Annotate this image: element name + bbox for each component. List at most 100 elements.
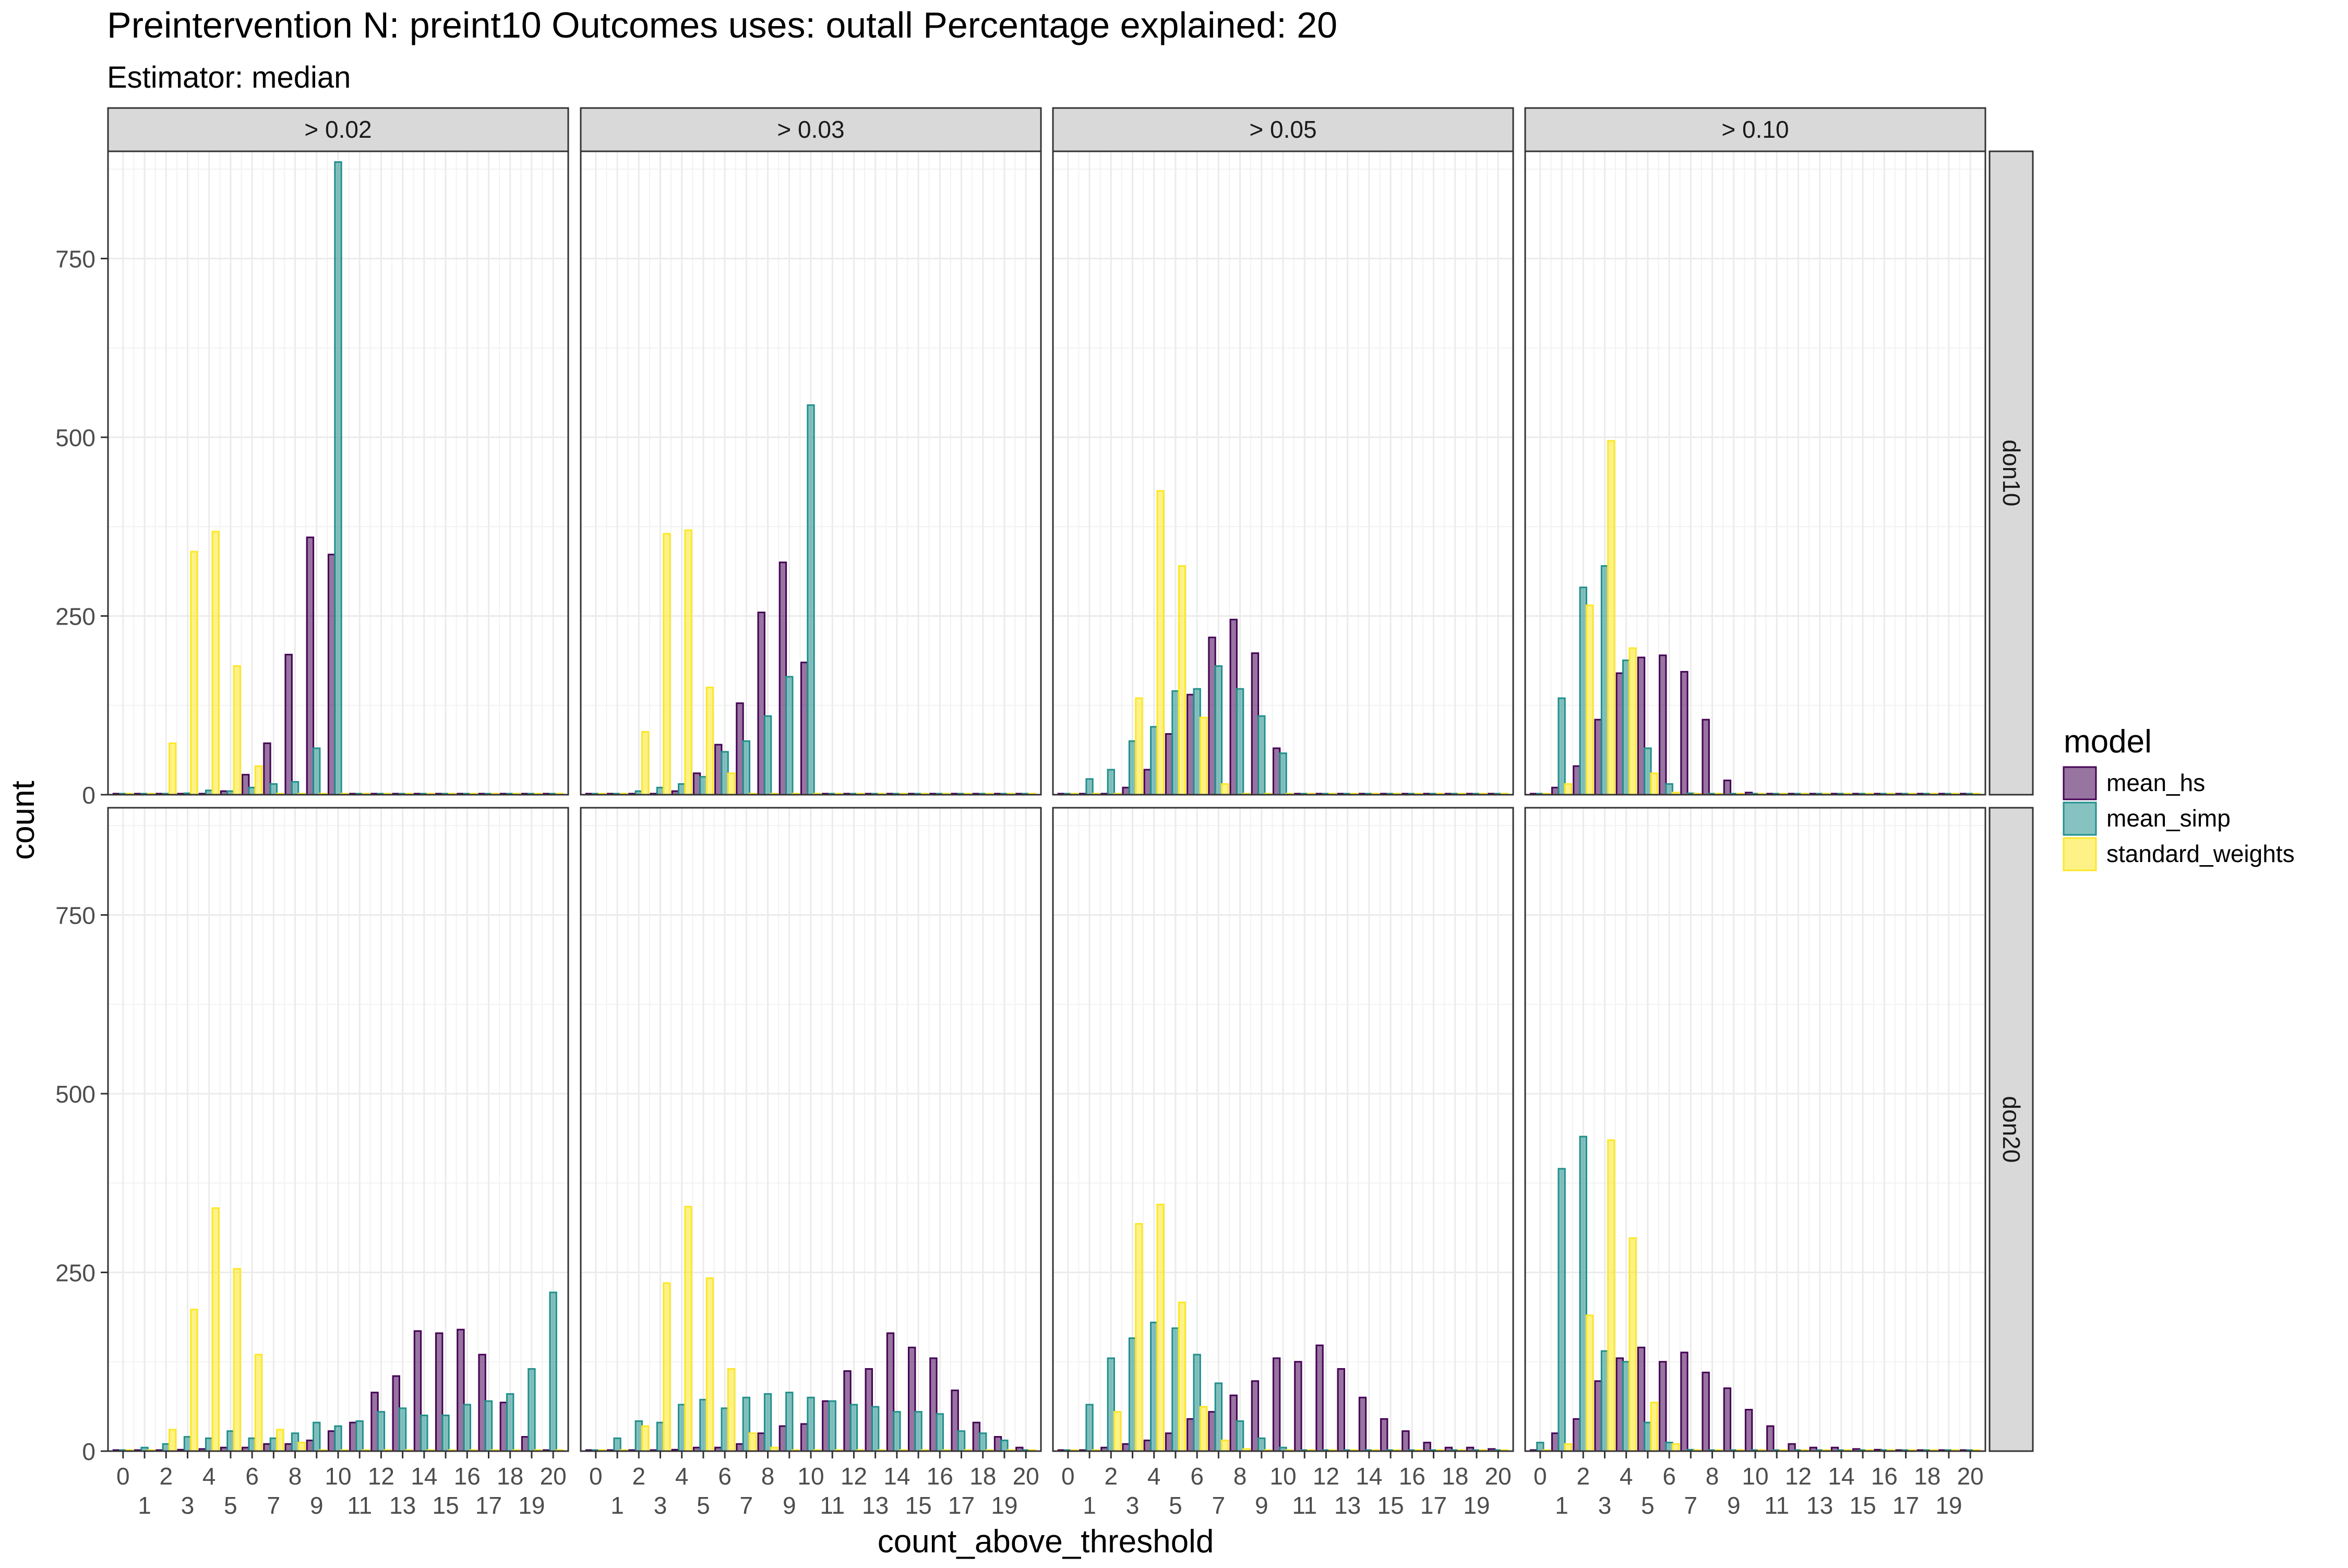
x-tick-label: 7 [1212, 1492, 1226, 1519]
bar-mean_hs [1187, 1418, 1195, 1452]
bar-standard_weights [641, 1425, 650, 1452]
bar-mean_simp [1665, 1442, 1673, 1452]
bar-mean_simp [1257, 1437, 1266, 1452]
bar-mean_simp [183, 1436, 192, 1452]
bar-mean_hs [263, 742, 271, 796]
bar-standard_weights [211, 531, 220, 796]
panels-layer: > 0.02 > 0.03 > 0.05 > 0.10don10don20025050… [55, 107, 2034, 1519]
bar-mean_hs [1401, 1430, 1410, 1452]
bar-mean_hs [736, 702, 744, 796]
bar-mean_simp [763, 1393, 772, 1452]
panel-border [107, 150, 569, 796]
bar-mean_simp [441, 1415, 450, 1452]
bar-mean_simp [1085, 778, 1094, 796]
bar-mean_hs [413, 1330, 422, 1452]
bar-mean_simp [420, 1415, 428, 1452]
bar-mean_hs [757, 612, 765, 796]
x-tick-label: 14 [1356, 1463, 1382, 1490]
x-tick-label: 6 [1662, 1463, 1676, 1490]
bar-mean_simp [1622, 1361, 1631, 1452]
bar-mean_simp [893, 1411, 901, 1452]
bar-mean_simp [313, 1421, 321, 1452]
bar-mean_simp [656, 1421, 665, 1452]
bar-mean_simp [807, 404, 815, 796]
bar-mean_simp [785, 1392, 794, 1452]
bar-mean_simp [463, 1404, 471, 1452]
x-tick-label: 7 [740, 1492, 753, 1519]
bar-standard_weights [1585, 604, 1594, 796]
bar-mean_hs [692, 772, 701, 796]
bar-mean_simp [377, 1411, 386, 1452]
bar-mean_hs [1229, 1394, 1238, 1452]
bar-mean_hs [478, 1354, 486, 1452]
bar-standard_weights [1564, 1443, 1573, 1452]
x-tick-label: 18 [1914, 1463, 1940, 1490]
x-tick-label: 4 [1620, 1463, 1633, 1490]
bar-mean_simp [914, 1411, 923, 1452]
bar-mean_hs [843, 1370, 852, 1452]
bar-mean_simp [398, 1407, 407, 1452]
bar-standard_weights [1607, 1139, 1615, 1452]
bar-mean_simp [1107, 1357, 1115, 1452]
bar-mean_simp [1171, 690, 1180, 796]
bar-standard_weights [727, 772, 736, 796]
x-tick-label: 0 [1534, 1463, 1547, 1490]
legend-label-mean_simp: mean_simp [2106, 805, 2231, 832]
bar-mean_simp [742, 740, 751, 796]
x-tick-label: 16 [927, 1463, 953, 1490]
facet-strip-row-1 [1988, 807, 2034, 1452]
bar-mean_simp [291, 781, 300, 796]
bar-mean_simp [1193, 688, 1201, 796]
x-tick-label: 2 [159, 1463, 173, 1490]
bar-standard_weights [684, 1205, 692, 1452]
x-tick-label: 3 [181, 1492, 195, 1519]
bar-mean_hs [1637, 656, 1646, 796]
bar-mean_hs [1272, 747, 1281, 796]
x-tick-label: 10 [1742, 1463, 1768, 1490]
x-tick-label: 19 [991, 1492, 1017, 1519]
x-tick-label: 9 [783, 1492, 796, 1519]
x-tick-label: 18 [969, 1463, 996, 1490]
x-tick-label: 15 [1377, 1492, 1404, 1519]
x-tick-label: 13 [1334, 1492, 1361, 1519]
bar-standard_weights [705, 1277, 714, 1452]
bar-mean_simp [979, 1432, 987, 1452]
legend-key-mean_simp [2063, 801, 2097, 836]
bar-mean_hs [865, 1368, 873, 1452]
bar-standard_weights [1628, 1237, 1637, 1452]
x-axis-title: count_above_threshold [878, 1524, 1214, 1560]
bar-mean_hs [1423, 1442, 1431, 1452]
bar-standard_weights [1113, 1411, 1122, 1452]
bar-standard_weights [1135, 1223, 1143, 1452]
panel-don10-0: 0 250 500 750 [55, 150, 569, 809]
x-tick-label: 5 [1641, 1492, 1655, 1519]
x-tick-label: 3 [654, 1492, 667, 1519]
x-tick-label: 12 [368, 1463, 394, 1490]
bar-mean_hs [327, 1430, 336, 1452]
panel-don20-0: 0250500750012345678910111213141516171819… [55, 807, 569, 1519]
bar-mean_simp [355, 1420, 364, 1452]
bar-mean_simp [1600, 565, 1609, 796]
bar-mean_simp [721, 751, 729, 796]
chart-subtitle: Estimator: median [107, 61, 351, 94]
facet-strip-row-label: don20 [1998, 1096, 2025, 1163]
x-tick-label: 8 [1233, 1463, 1247, 1490]
panel-border [1524, 150, 1986, 796]
bar-mean_hs [1702, 1371, 1710, 1452]
bar-mean_simp [269, 1437, 278, 1452]
bar-mean_simp [699, 776, 708, 796]
bar-mean_hs [1251, 1380, 1260, 1452]
bar-mean_hs [757, 1432, 765, 1452]
bar-mean_hs [1551, 786, 1560, 796]
bar-mean_simp [1644, 1421, 1652, 1452]
bar-standard_weights [254, 765, 263, 796]
y-axis-title: count [5, 781, 41, 860]
bar-mean_simp [1150, 1321, 1158, 1452]
bar-mean_hs [1615, 1357, 1624, 1452]
y-tick-label: 0 [82, 1438, 95, 1465]
bar-mean_hs [327, 554, 336, 796]
bar-standard_weights [1178, 565, 1186, 796]
x-tick-label: 16 [454, 1463, 481, 1490]
bar-mean_hs [714, 744, 723, 796]
bar-mean_simp [678, 1404, 686, 1452]
